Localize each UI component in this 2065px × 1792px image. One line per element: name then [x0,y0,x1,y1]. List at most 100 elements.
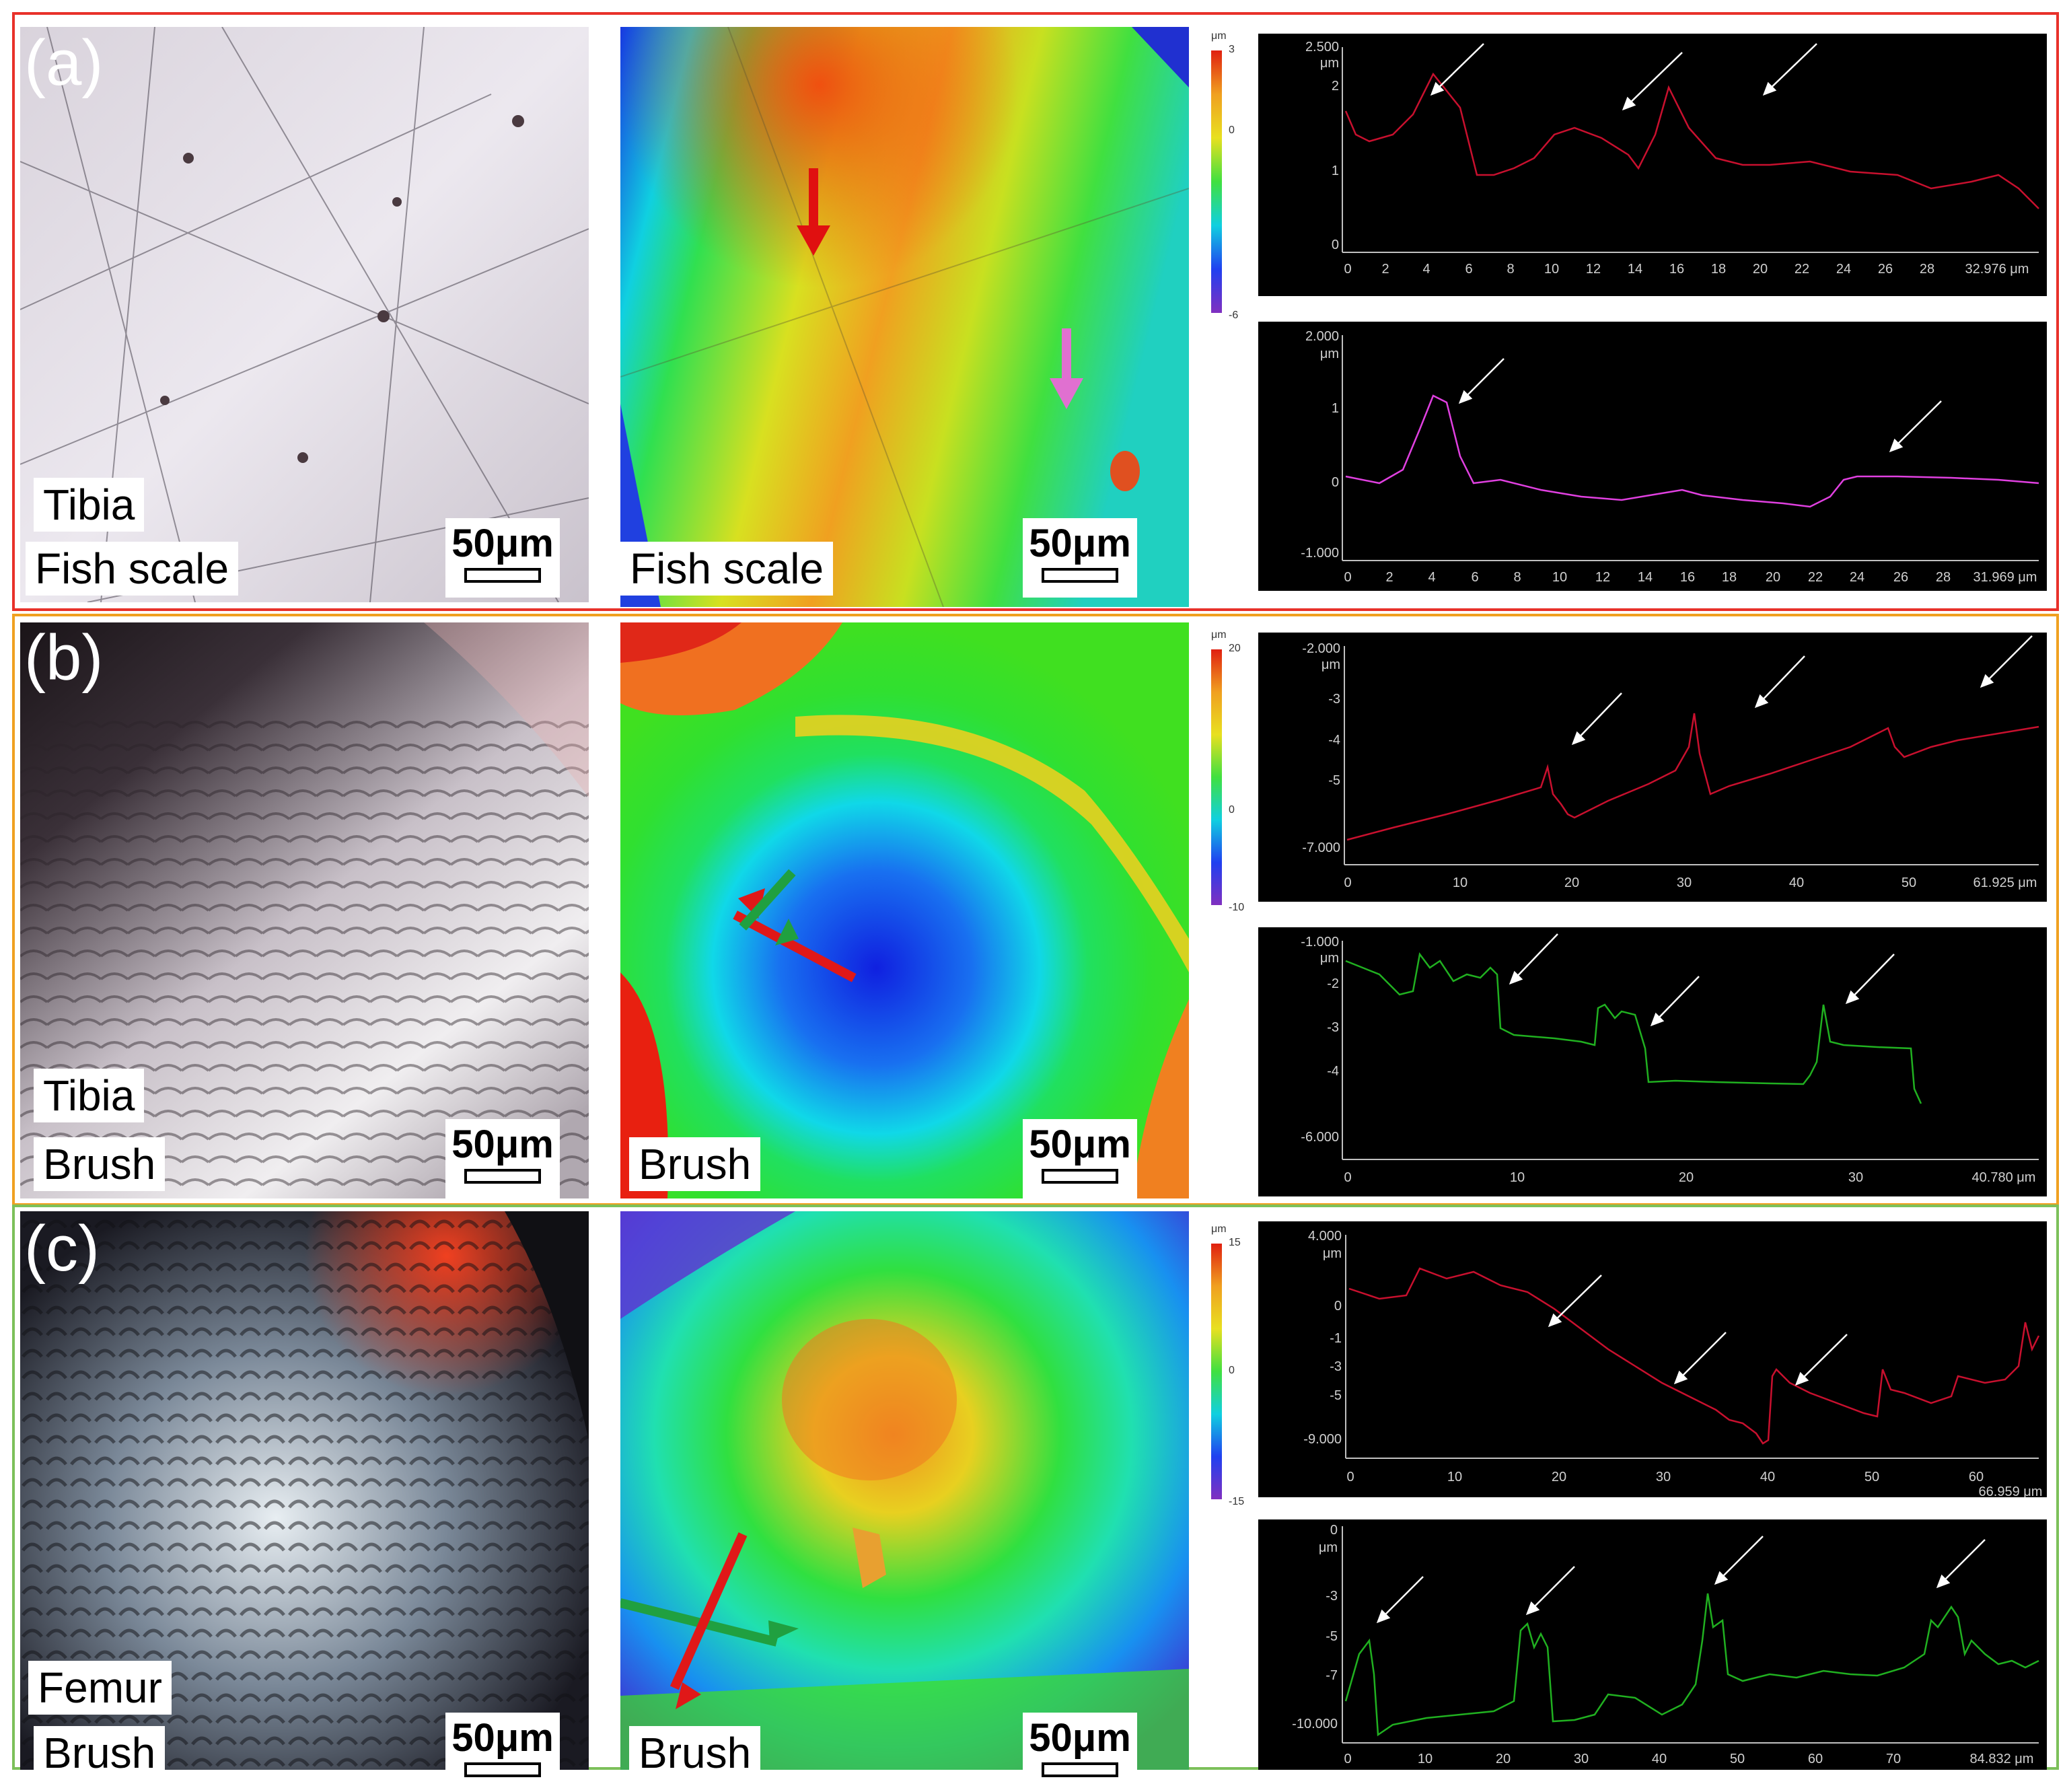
x-tick: 40 [1789,875,1804,890]
x-tick: 50 [1730,1752,1745,1766]
x-tick: 26 [1878,262,1893,277]
x-tick: 6 [1465,262,1472,277]
colorbar-gradient [1211,50,1222,313]
y-tick: -5 [1330,1388,1342,1403]
y-tick: 2.000 [1305,329,1339,344]
panel-c-photo-label-2: Brush [34,1726,166,1780]
y-tick: -3 [1330,1359,1342,1374]
x-tick: 30 [1574,1752,1589,1766]
scale-bar-line [1042,568,1118,583]
x-tick: 66.959 μm [1979,1484,2043,1497]
panel-a-map-scale-bar: 50μm [1023,518,1137,598]
y-tick: 2 [1332,79,1339,94]
scale-bar-label: 50μm [451,1122,554,1166]
y-unit: μm [1319,1540,1338,1555]
scale-bar-label: 50μm [451,522,554,565]
panel-b-map-scale-bar: 50μm [1023,1119,1137,1198]
x-tick: 16 [1669,262,1684,277]
x-tick: 26 [1893,570,1908,585]
x-tick: 31.969 μm [1973,570,2037,585]
x-tick: 4 [1422,262,1430,277]
x-tick: 2 [1385,570,1393,585]
x-tick: 10 [1453,875,1468,890]
x-tick: 10 [1418,1752,1433,1766]
y-tick: 2.500 [1305,40,1339,55]
panel-a-photo-label-2: Fish scale [26,542,239,596]
x-tick: 24 [1850,570,1864,585]
y-tick: -3 [1326,1589,1338,1604]
panel-a-profile-2: 2.000 μm 1 0 -1.000 0 2 4 6 8 10 12 14 1… [1258,322,2047,591]
panel-a-photo-label-1: Tibia [34,478,145,532]
y-tick: -4 [1327,1064,1339,1079]
y-unit: μm [1320,56,1339,71]
x-tick: 0 [1346,1470,1354,1484]
profile-line [1345,952,1922,1104]
panel-b-letter: (b) [24,622,104,694]
x-tick: 22 [1808,570,1823,585]
x-tick: 50 [1864,1470,1879,1484]
y-unit: μm [1320,347,1339,361]
colorbar-unit: μm [1211,1223,1227,1235]
panel-b-photo-scale-bar: 50μm [445,1119,560,1198]
y-tick: 0 [1334,1299,1342,1314]
x-tick: 10 [1510,1170,1525,1185]
panel-c-photo-scale-bar: 50μm [445,1713,560,1792]
x-tick: 24 [1836,262,1851,277]
x-tick: 18 [1711,262,1726,277]
panel-c-height-map [620,1211,1189,1770]
y-tick: -2 [1327,976,1339,991]
colorbar-min: -15 [1229,1496,1245,1507]
x-tick: 10 [1544,262,1559,277]
y-tick: -5 [1326,1629,1338,1644]
x-tick: 12 [1586,262,1601,277]
x-tick: 28 [1936,570,1951,585]
x-tick: 60 [1969,1470,1984,1484]
panel-a-photo-scale-bar: 50μm [445,518,560,598]
y-tick: 0 [1330,1523,1338,1538]
x-tick: 40 [1760,1470,1775,1484]
profile-line [1346,713,2039,841]
y-tick: 4.000 [1308,1229,1342,1244]
x-tick: 30 [1656,1470,1671,1484]
panel-a-frame [12,12,2059,611]
y-tick: 1 [1332,164,1339,178]
y-tick: 0 [1332,238,1339,252]
x-tick: 10 [1552,570,1567,585]
x-tick: 14 [1638,570,1653,585]
y-tick: -4 [1328,733,1340,748]
panel-b-photo-label-2: Brush [34,1137,166,1191]
x-tick: 32.976 μm [1965,262,2029,277]
panel-b-profile-2: -1.000 μm -2 -3 -4 -6.000 0 10 20 30 40.… [1258,927,2047,1196]
x-tick: 70 [1886,1752,1901,1766]
panel-c-profile-1: 4.000 μm 0 -1 -3 -5 -9.000 0 10 20 30 40… [1258,1221,2047,1497]
x-tick: 22 [1795,262,1809,277]
y-tick: -9.000 [1303,1432,1342,1447]
profile-line [1344,1593,2039,1737]
colorbar-unit: μm [1211,30,1227,42]
colorbar-gradient [1211,1244,1222,1499]
x-tick: 30 [1677,875,1692,890]
scale-bar-label: 50μm [451,1716,554,1760]
x-tick: 50 [1901,875,1916,890]
colorbar-mid: 0 [1229,804,1235,816]
y-tick: -7 [1326,1668,1338,1683]
x-tick: 10 [1447,1470,1462,1484]
profile-line [1344,72,2039,209]
x-tick: 20 [1496,1752,1511,1766]
scale-bar-line [464,1762,541,1777]
scale-bar-line [1042,1762,1118,1777]
x-tick: 8 [1507,262,1514,277]
y-tick: -3 [1327,1020,1339,1035]
panel-b-map-label: Brush [629,1137,761,1191]
x-tick: 0 [1344,1170,1351,1185]
x-tick: 20 [1766,570,1780,585]
colorbar-mid: 0 [1229,124,1235,136]
y-tick: -6.000 [1301,1130,1339,1145]
y-tick: -1 [1330,1331,1342,1346]
y-unit: μm [1323,1246,1342,1261]
x-tick: 14 [1628,262,1642,277]
y-tick: 1 [1332,401,1339,416]
colorbar-min: -10 [1229,902,1245,913]
panel-c-map-scale-bar: 50μm [1023,1713,1137,1792]
x-tick: 20 [1552,1470,1566,1484]
